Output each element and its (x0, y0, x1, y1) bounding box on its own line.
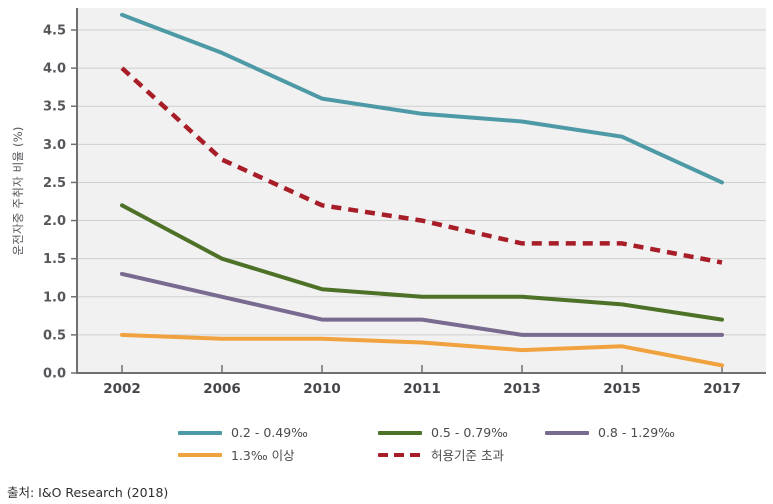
legend-line-swatch (178, 452, 222, 457)
legend-line-swatch (378, 430, 422, 435)
legend-line-swatch (178, 430, 222, 435)
legend-label: 허용기준 초과 (431, 448, 504, 463)
source-caption: 출처: I&O Research (2018) (7, 485, 169, 500)
x-tick-label: 2006 (203, 381, 241, 397)
y-tick-label: 3.5 (43, 100, 66, 115)
legend-item: 0.2 - 0.49‰ (178, 424, 378, 441)
legend-label: 0.5 - 0.79‰ (431, 425, 508, 440)
x-tick-label: 2002 (103, 381, 141, 397)
series-line (120, 12, 724, 185)
legend-item: 허용기준 초과 (378, 446, 545, 463)
legend-item: 1.3‰ 이상 (178, 446, 378, 463)
plot-area (77, 8, 766, 373)
legend-line-swatch (545, 430, 589, 435)
y-tick-label: 4.5 (43, 24, 66, 39)
series-line (120, 203, 724, 322)
y-tick-label: 2.0 (43, 214, 66, 229)
y-tick-label: 0.0 (43, 367, 66, 382)
chart-legend: 0.2 - 0.49‰ 0.5 - 0.79‰ 0.8 - 1.29‰ 1.3‰ 이상… (178, 424, 675, 463)
y-axis-title: 운전자중 주취자 비율 (%) (11, 126, 25, 256)
legend-label: 0.2 - 0.49‰ (231, 425, 308, 440)
y-tick-label: 1.0 (43, 290, 66, 305)
legend-label: 0.8 - 1.29‰ (598, 425, 675, 440)
y-tick-label: 3.0 (43, 138, 66, 153)
legend-item: 0.8 - 1.29‰ (545, 424, 675, 441)
y-tick-label: 1.5 (43, 252, 66, 267)
series-line (120, 332, 724, 368)
legend-label: 1.3‰ 이상 (231, 448, 295, 463)
x-tick-label: 2015 (603, 381, 641, 397)
legend-item: 0.5 - 0.79‰ (378, 424, 545, 441)
x-tick-label: 2010 (303, 381, 341, 397)
x-tick-label: 2013 (503, 381, 541, 397)
legend-dashed-line-swatch (378, 452, 422, 457)
y-tick-label: 2.5 (43, 176, 66, 191)
line-chart-canvas: 0.0 0.5 1.0 1.5 2.0 2.5 3.0 3.5 4.0 4.5 2002 2006 20… (43, 8, 766, 397)
y-tick-label: 0.5 (43, 328, 66, 343)
x-tick-label: 2011 (403, 381, 441, 397)
series-line (120, 271, 724, 337)
y-tick-label: 4.0 (43, 62, 66, 77)
x-tick-label: 2017 (703, 381, 741, 397)
series-line (120, 66, 723, 265)
